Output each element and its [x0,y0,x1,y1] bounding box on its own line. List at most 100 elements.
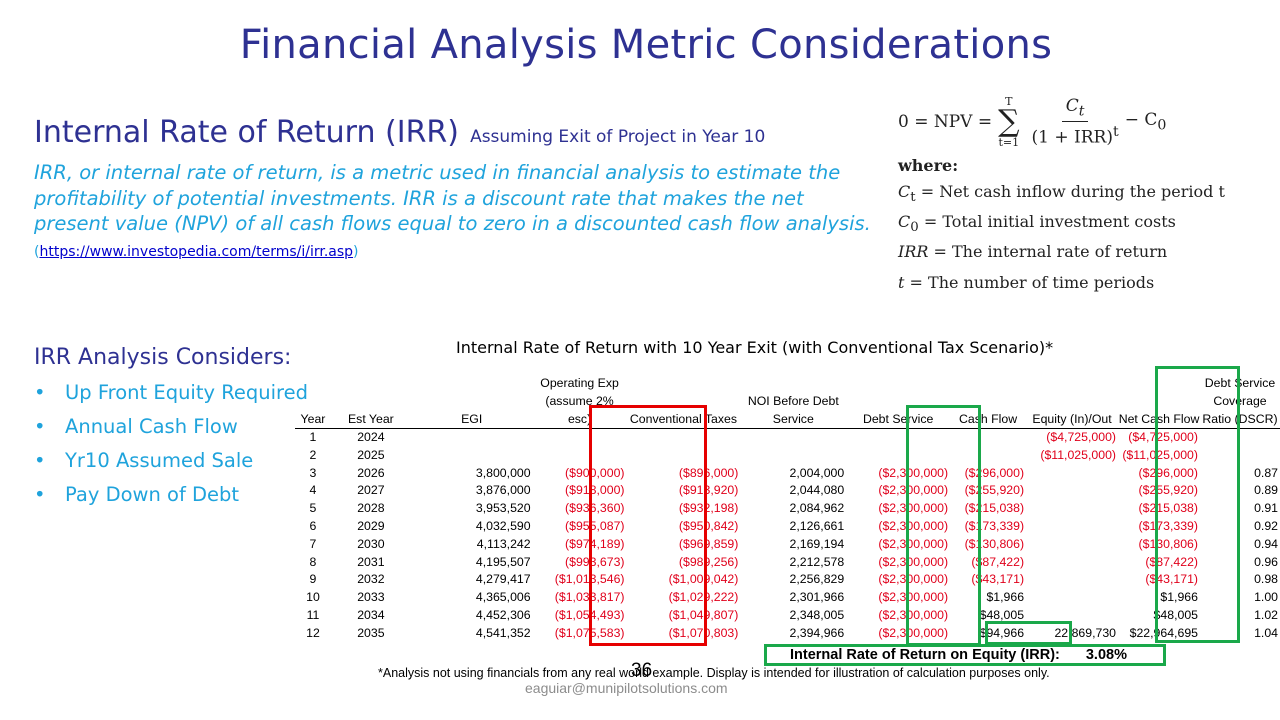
irr-result-label: Internal Rate of Return on Equity (IRR): [790,647,1060,663]
column-header-net-cash-flow: Net Cash Flow [1118,374,1200,429]
cell-debt-service: ($2,300,000) [878,625,949,640]
definition-symbol: C [898,182,911,201]
cell-cash-flow: $48,005 [979,607,1025,622]
cell-equity-in-out [1026,589,1118,607]
cell-year: 1 [309,430,317,444]
cell-net-cash-flow: ($87,422) [1145,554,1198,569]
cell-net-cash-flow: ($255,920) [1138,483,1198,498]
irr-result-highlight [764,644,1166,666]
cell-noi-before-debt-service: 2,348,005 [789,607,845,622]
cell-est-year: 2026 [357,465,385,480]
table-row: 7 2030 4,113,242 ($974,189) ($969,859) 2,169,… [295,536,1280,554]
cell-est-year: 2031 [357,554,385,569]
cell-conventional-taxes: ($1,049,807) [668,607,739,622]
cell-noi-before-debt-service: 2,301,966 [789,590,845,605]
cell-equity-in-out [1026,482,1118,500]
cell-equity-in-out: ($4,725,000) [1046,430,1117,444]
cell-operating-exp: ($936,360) [565,501,625,516]
cell-dscr: 0.96 [1254,554,1278,569]
cell-est-year: 2030 [357,536,385,551]
cell-year: 2 [309,447,317,462]
table-row: 9 2032 4,279,417 ($1,013,546) ($1,009,042) 2,… [295,571,1280,589]
cell-net-cash-flow: $48,005 [1153,607,1198,622]
slide-title: Financial Analysis Metric Considerations [239,22,1053,68]
sum-symbol: T ∑ t=1 [998,96,1019,148]
cell-conventional-taxes: ($1,009,042) [668,572,739,587]
table-row: 11 2034 4,452,306 ($1,054,493) ($1,049,807) 2… [295,607,1280,625]
column-header-operating-exp: Operating Exp (assume 2% esc) [532,374,627,429]
table-row: 4 2027 3,876,000 ($918,000) ($913,920) 2,044,… [295,482,1280,500]
cell-equity-in-out: ($11,025,000) [1040,447,1117,462]
contact-email: eaguiar@munipilotsolutions.com [525,680,728,696]
list-item: • Pay Down of Debt [34,478,308,512]
definition-subscript: t [910,190,916,206]
cell-dscr: 1.00 [1254,590,1278,605]
cell-year: 3 [309,465,317,480]
column-header-equity-in-out: Equity (In)/Out [1026,374,1119,429]
cell-debt-service: ($2,300,000) [878,554,949,569]
list-item: • Annual Cash Flow [34,410,308,444]
cell-egi [411,429,533,447]
cell-egi: 3,800,000 [475,465,531,480]
cell-noi-before-debt-service [740,447,846,465]
definition-text: = Net cash inflow during the period t [915,182,1225,201]
list-item-label: Pay Down of Debt [65,483,240,506]
cell-operating-exp: ($900,000) [565,465,625,480]
cell-dscr: 1.02 [1254,607,1278,622]
cell-net-cash-flow: ($215,038) [1138,501,1198,516]
cell-conventional-taxes: ($932,198) [678,501,739,516]
table-row: 8 2031 4,195,507 ($993,673) ($989,256) 2,212,… [295,554,1280,572]
bullet-icon: • [34,415,46,438]
cell-equity-in-out [1026,536,1118,554]
column-header-year: Year [295,374,331,429]
cell-noi-before-debt-service: 2,004,000 [789,465,845,480]
source-open-paren: ( [34,243,40,260]
cell-dscr: 0.92 [1254,518,1278,533]
cell-dscr: 0.94 [1254,536,1278,551]
cell-dscr: 0.89 [1254,483,1278,498]
cell-est-year: 2032 [357,572,385,587]
irr-description-text: IRR, or internal rate of return, is a me… [34,161,871,235]
cell-equity-in-out [1026,571,1118,589]
list-item: • Up Front Equity Required [34,376,308,410]
cell-conventional-taxes: ($989,256) [678,554,739,569]
cell-net-cash-flow: ($4,725,000) [1128,430,1198,444]
denominator-expression: (1 + IRR) [1031,128,1113,149]
cell-debt-service: ($2,300,000) [878,536,949,551]
column-header-debt-service: Debt Service [846,374,951,429]
definition-row: t = The number of time periods [898,273,1258,296]
denominator-exponent: t [1112,124,1119,141]
cell-year: 12 [306,625,320,640]
cell-egi: 3,953,520 [475,501,531,516]
cell-est-year: 2028 [357,501,385,516]
definition-row: IRR = The internal rate of return [898,242,1258,265]
cell-debt-service: ($2,300,000) [878,465,949,480]
rhs-symbol: − C [1124,110,1158,131]
irr-considers-section: IRR Analysis Considers: • Up Front Equity… [34,345,308,512]
list-item-label: Up Front Equity Required [65,381,309,404]
table-row: 3 2026 3,800,000 ($900,000) ($896,000) 2,004,… [295,465,1280,483]
list-item-label: Yr10 Assumed Sale [65,449,254,472]
cell-est-year: 2024 [357,430,385,444]
considers-heading: IRR Analysis Considers: [34,345,292,370]
column-header-est-year: Est Year [330,374,411,429]
cell-egi: 4,365,006 [475,590,531,605]
column-header-conventional-taxes: Conventional Taxes [626,374,741,429]
cell-egi: 4,452,306 [475,607,531,622]
irr-result-value: 3.08% [1085,647,1127,663]
cell-cash-flow: ($43,171) [971,572,1025,587]
cell-est-year: 2027 [357,483,385,498]
definition-text: = The number of time periods [904,272,1155,292]
cell-year: 11 [306,607,320,622]
cell-egi: 4,195,507 [475,554,531,569]
cell-year: 4 [309,483,317,498]
table-footnote: *Analysis not using financials from any … [378,666,1050,680]
cell-egi: 4,113,242 [476,536,531,551]
cell-est-year: 2025 [357,447,385,462]
definition-symbol: t [898,272,905,292]
investopedia-link[interactable]: https://www.investopedia.com/terms/i/irr… [39,243,354,260]
source-citation: (https://www.investopedia.com/terms/i/ir… [34,244,359,260]
table-row: 10 2033 4,365,006 ($1,033,817) ($1,029,222) 2… [295,589,1280,607]
cell-egi: 4,541,352 [475,625,531,640]
equity-exit-highlight [985,621,1072,645]
